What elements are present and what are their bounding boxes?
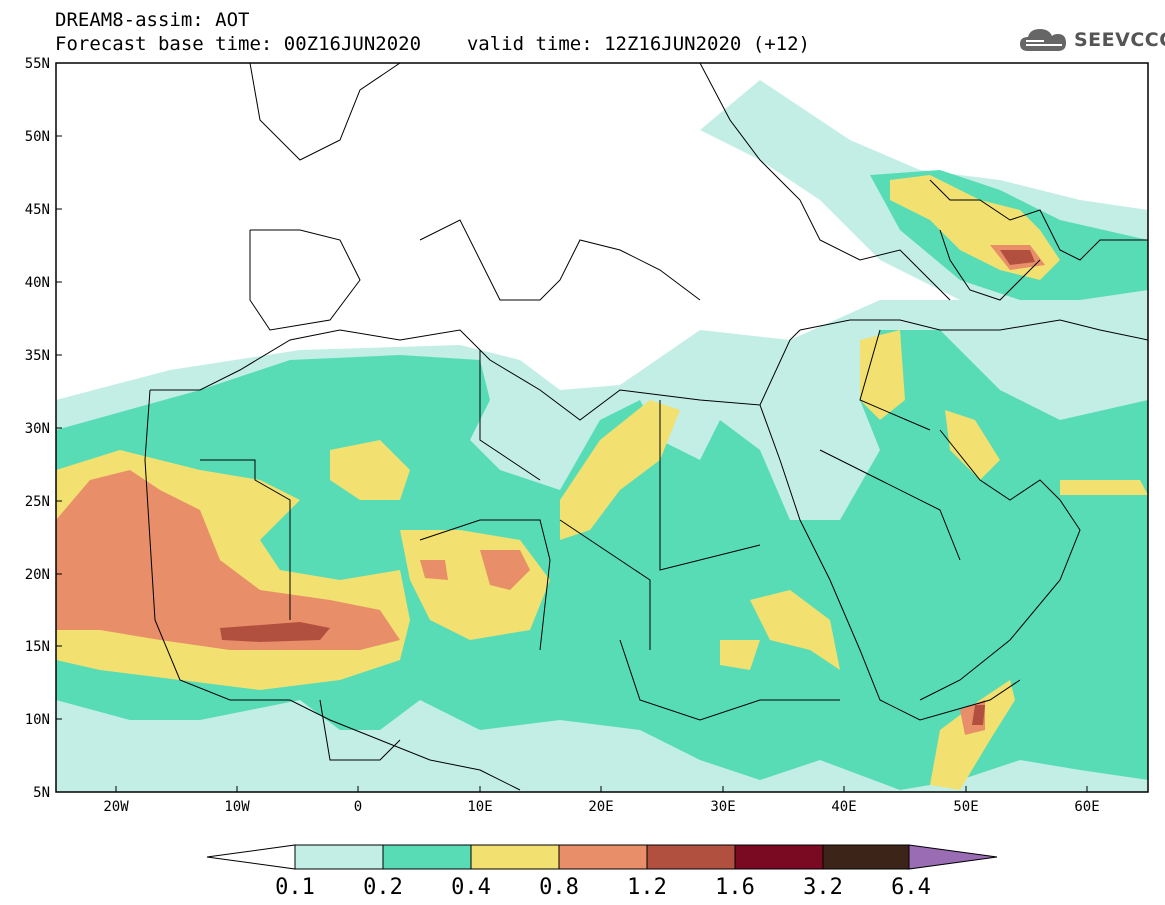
colorbar-label: 1.2 <box>627 875 667 900</box>
lat-label: 10N <box>25 712 50 728</box>
colorbar-bin <box>294 844 384 870</box>
lat-label: 25N <box>25 494 50 510</box>
base-time: Forecast base time: 00Z16JUN2020 <box>55 33 422 55</box>
valid-time: valid time: 12Z16JUN2020 (+12) <box>466 33 810 55</box>
colorbar-label: 3.2 <box>803 875 843 900</box>
lon-labels: 20W 10W 0 10E 20E 30E 40E 50E 60E <box>103 799 1099 815</box>
colorbar-label: 0.8 <box>539 875 579 900</box>
colorbar-labels: 0.1 0.2 0.4 0.8 1.2 1.6 3.2 6.4 <box>275 875 931 900</box>
lon-label: 30E <box>710 799 735 815</box>
map-subtitle: Forecast base time: 00Z16JUN2020 valid t… <box>55 33 810 55</box>
lat-label: 15N <box>25 639 50 655</box>
lon-label: 60E <box>1074 799 1099 815</box>
tick-marks <box>56 62 1088 792</box>
lat-label: 30N <box>25 421 50 437</box>
colorbar-bin <box>382 844 472 870</box>
lon-label: 50E <box>953 799 978 815</box>
lat-label: 45N <box>25 202 50 218</box>
lat-label: 5N <box>33 785 50 801</box>
lon-label: 20W <box>103 799 129 815</box>
colorbar <box>206 844 998 870</box>
colorbar-bin <box>558 844 648 870</box>
lat-label: 20N <box>25 567 50 583</box>
colorbar-bin <box>470 844 560 870</box>
colorbar-label: 0.2 <box>363 875 403 900</box>
colorbar-bin <box>646 844 736 870</box>
cloud-icon <box>1020 29 1066 51</box>
colorbar-label: 6.4 <box>891 875 931 900</box>
colorbar-high-arrow <box>908 844 998 870</box>
map-title: DREAM8-assim: AOT <box>55 9 250 31</box>
lat-label: 35N <box>25 348 50 364</box>
lat-labels: 55N 50N 45N 40N 35N 30N 25N 20N 15N 10N … <box>25 56 50 801</box>
aot-field <box>56 63 1148 792</box>
colorbar-bin <box>822 844 910 870</box>
lon-label: 40E <box>831 799 856 815</box>
lon-label: 20E <box>588 799 613 815</box>
lat-label: 40N <box>25 275 50 291</box>
colorbar-low-arrow <box>206 844 296 870</box>
lon-label: 0 <box>354 799 362 815</box>
colorbar-label: 1.6 <box>715 875 755 900</box>
seevccc-logo: SEEVCCC <box>1018 25 1165 55</box>
colorbar-label: 0.4 <box>451 875 491 900</box>
aot-level-5 <box>220 250 1035 725</box>
lon-label: 10E <box>467 799 492 815</box>
colorbar-bin <box>734 844 824 870</box>
coastlines <box>144 63 1148 791</box>
colorbar-label: 0.1 <box>275 875 315 900</box>
lat-label: 55N <box>25 56 50 72</box>
lat-label: 50N <box>25 129 50 145</box>
logo-text: SEEVCCC <box>1074 29 1165 51</box>
lon-label: 10W <box>224 799 250 815</box>
